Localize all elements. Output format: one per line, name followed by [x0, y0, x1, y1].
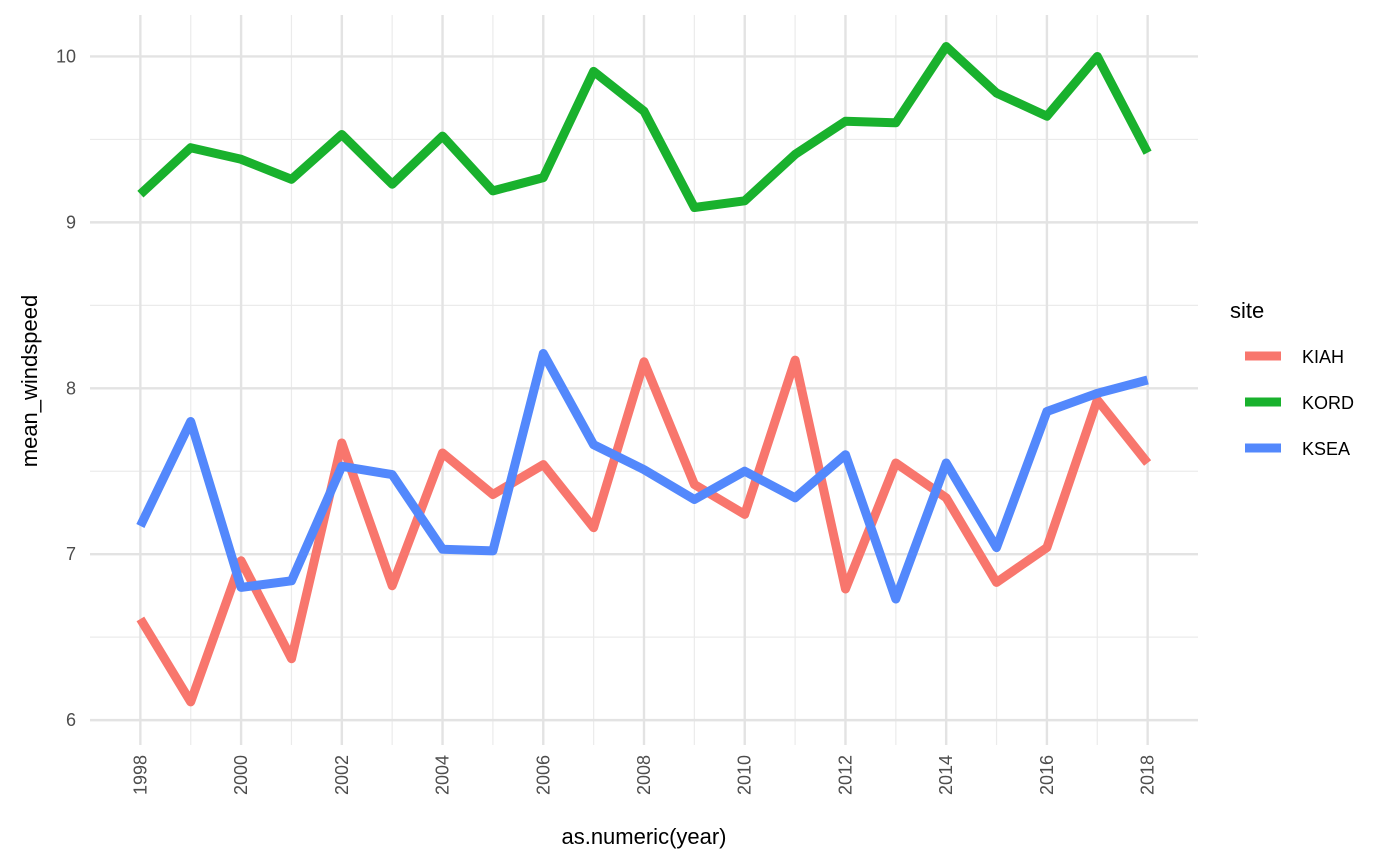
y-tick-label: 10	[56, 46, 76, 66]
x-tick-label: 2008	[634, 755, 654, 795]
y-axis-title: mean_windspeed	[17, 295, 42, 467]
x-tick-label: 2006	[533, 755, 553, 795]
legend-label-ksea: KSEA	[1302, 439, 1350, 459]
series-line-kord	[137, 42, 1152, 212]
x-tick-label: 2012	[835, 755, 855, 795]
legend-label-kiah: KIAH	[1302, 347, 1344, 367]
x-tick-label: 2018	[1138, 755, 1158, 795]
x-tick-label: 2004	[433, 755, 453, 795]
y-tick-label: 6	[66, 710, 76, 730]
x-axis-title: as.numeric(year)	[561, 824, 726, 849]
x-tick-label: 2014	[936, 755, 956, 795]
x-tick-label: 2010	[735, 755, 755, 795]
legend: site KIAH KORD KSEA	[1230, 298, 1354, 459]
x-tick-label: 2002	[332, 755, 352, 795]
series-lines	[136, 42, 1152, 707]
major-gridlines	[90, 15, 1198, 745]
x-tick-label: 2000	[231, 755, 251, 795]
x-tick-label: 2016	[1037, 755, 1057, 795]
y-tick-label: 8	[66, 378, 76, 398]
y-axis-tick-labels: 6 7 8 9 10	[56, 46, 76, 730]
y-tick-label: 9	[66, 212, 76, 232]
series-line-ksea	[136, 349, 1149, 604]
legend-title: site	[1230, 298, 1264, 323]
x-tick-label: 1998	[130, 755, 150, 795]
y-tick-label: 7	[66, 544, 76, 564]
x-axis-tick-labels: 1998 2000 2002 2004 2006 2008 2010 2012 2014 2016…	[130, 755, 1157, 795]
series-line-kiah	[136, 355, 1152, 707]
legend-label-kord: KORD	[1302, 393, 1354, 413]
